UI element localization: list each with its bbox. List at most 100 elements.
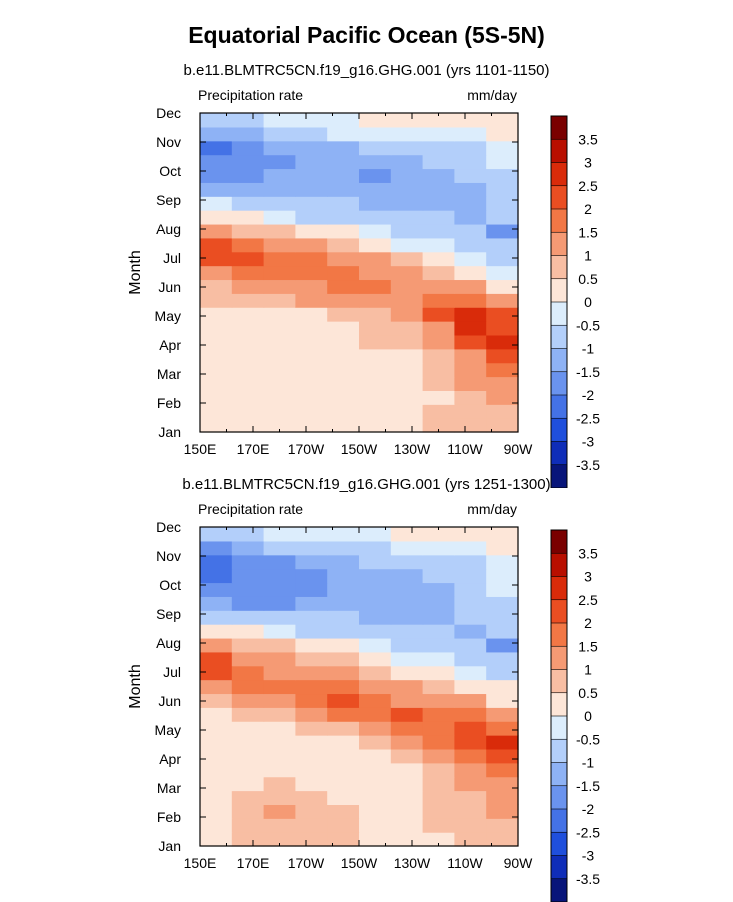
contour-chart: 150E 170E 170W 150W 130W 110W 90W Jan Feb Mar Apr M… bbox=[127, 519, 600, 902]
field-cell bbox=[359, 237, 392, 253]
colorbar-label: 2 bbox=[584, 201, 592, 217]
field-cell bbox=[422, 610, 455, 625]
field-cell bbox=[359, 568, 392, 584]
field-cell bbox=[486, 348, 519, 364]
field-cell bbox=[295, 735, 328, 750]
field-cell bbox=[263, 637, 296, 653]
colorbar-label: 0.5 bbox=[578, 685, 598, 701]
field-cell bbox=[263, 693, 296, 708]
field-cell bbox=[200, 140, 233, 156]
colorbar-box bbox=[551, 302, 567, 326]
field-cell bbox=[422, 721, 455, 736]
field-cell bbox=[486, 665, 519, 681]
field-cell bbox=[422, 390, 455, 405]
field-cell bbox=[263, 554, 296, 570]
field-cell bbox=[390, 679, 424, 695]
field-cell bbox=[359, 665, 392, 681]
y-tick-label: Nov bbox=[156, 548, 181, 564]
field-cell bbox=[231, 307, 265, 322]
field-cell bbox=[422, 140, 455, 156]
field-cell bbox=[295, 610, 328, 625]
field-cell bbox=[200, 637, 233, 653]
field-cell bbox=[359, 679, 392, 695]
field-cell bbox=[200, 568, 233, 584]
colorbar-label: -1.5 bbox=[576, 364, 600, 380]
field-cell bbox=[422, 762, 455, 778]
field-cell bbox=[263, 707, 296, 722]
colorbar-label: -2 bbox=[582, 801, 595, 817]
field-cell bbox=[390, 596, 424, 611]
field-cell bbox=[263, 624, 296, 639]
field-cell bbox=[200, 582, 233, 597]
field-cell bbox=[422, 279, 455, 294]
field-cell bbox=[422, 527, 455, 542]
y-tick-label: Aug bbox=[156, 635, 181, 651]
colorbar-box bbox=[551, 278, 567, 303]
field-cell bbox=[231, 748, 265, 764]
field-cell bbox=[422, 376, 455, 391]
colorbar-label: 3.5 bbox=[578, 131, 598, 147]
x-tick-label: 130W bbox=[394, 855, 431, 871]
variable-label: Precipitation rate bbox=[198, 87, 304, 103]
x-tick-label: 110W bbox=[447, 441, 483, 457]
field-cell bbox=[486, 790, 519, 805]
field-cell bbox=[263, 390, 296, 405]
field-cell bbox=[327, 568, 360, 584]
field-cell bbox=[295, 679, 328, 695]
field-cell bbox=[454, 693, 487, 708]
colorbar-box bbox=[551, 441, 567, 466]
field-cell bbox=[390, 418, 424, 433]
x-tick-label: 150E bbox=[184, 441, 217, 457]
field-cell bbox=[486, 376, 519, 391]
colorbar-label: -0.5 bbox=[576, 731, 600, 747]
y-tick-label: Apr bbox=[159, 751, 181, 767]
contour-chart: 150E 170E 170W 150W 130W 110W 90W Jan Feb Mar Apr M… bbox=[127, 105, 600, 488]
field-cell bbox=[200, 596, 233, 611]
colorbar-label: 3.5 bbox=[578, 545, 598, 561]
field-cell bbox=[327, 168, 360, 183]
field-cell bbox=[327, 404, 360, 419]
field-cell bbox=[454, 735, 487, 750]
field-cell bbox=[359, 196, 392, 211]
field-cell bbox=[486, 390, 519, 405]
field-cell bbox=[359, 168, 392, 183]
field-cell bbox=[200, 334, 233, 350]
field-cell bbox=[231, 348, 265, 364]
field-cell bbox=[327, 113, 360, 128]
field-cell bbox=[231, 279, 265, 294]
field-cell bbox=[295, 237, 328, 253]
field-cell bbox=[486, 237, 519, 253]
y-tick-label: Mar bbox=[157, 366, 181, 382]
field-cell bbox=[454, 832, 487, 847]
field-cell bbox=[295, 140, 328, 156]
field-cell bbox=[454, 582, 487, 597]
field-cell bbox=[327, 637, 360, 653]
colorbar-box bbox=[551, 576, 567, 601]
x-tick-label: 170W bbox=[288, 855, 325, 871]
field-cell bbox=[486, 651, 519, 667]
field-cell bbox=[231, 721, 265, 736]
colorbar-box bbox=[551, 599, 567, 624]
field-cell bbox=[263, 293, 296, 308]
field-cell bbox=[263, 582, 296, 597]
field-cell bbox=[486, 182, 519, 197]
field-cell bbox=[390, 804, 424, 819]
field-cell bbox=[390, 554, 424, 570]
colorbar-box bbox=[551, 878, 567, 902]
field-cell bbox=[359, 721, 392, 736]
field-cell bbox=[390, 693, 424, 708]
field-cell bbox=[422, 321, 455, 336]
field-cell bbox=[263, 140, 296, 156]
field-cell bbox=[486, 113, 519, 128]
field-cell bbox=[327, 610, 360, 625]
field-cell bbox=[200, 748, 233, 764]
field-cell bbox=[486, 624, 519, 639]
field-cell bbox=[295, 293, 328, 308]
field-cell bbox=[390, 251, 424, 267]
field-cell bbox=[422, 307, 455, 322]
field-cell bbox=[390, 404, 424, 419]
field-cell bbox=[390, 307, 424, 322]
field-cell bbox=[359, 540, 392, 556]
field-cell bbox=[359, 376, 392, 391]
colorbar-box bbox=[551, 553, 567, 577]
